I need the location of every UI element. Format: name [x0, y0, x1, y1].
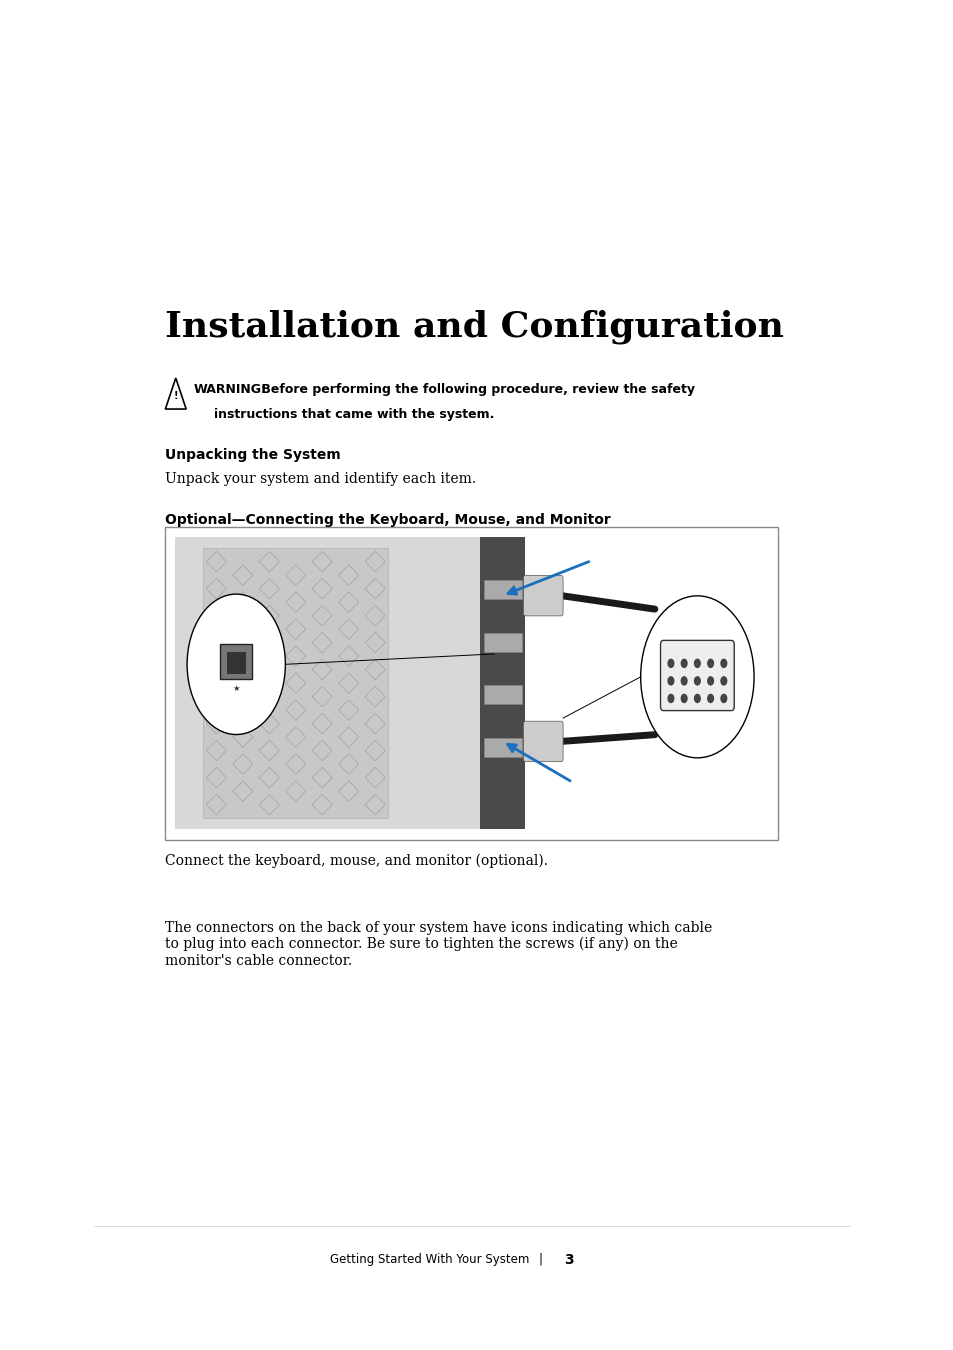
Circle shape [720, 694, 726, 702]
Circle shape [667, 694, 673, 702]
FancyBboxPatch shape [483, 738, 521, 757]
Circle shape [680, 694, 686, 702]
Text: |: | [537, 1253, 542, 1266]
FancyBboxPatch shape [203, 548, 388, 818]
Text: instructions that came with the system.: instructions that came with the system. [213, 408, 494, 421]
FancyBboxPatch shape [165, 526, 777, 840]
Text: Getting Started With Your System: Getting Started With Your System [330, 1253, 529, 1266]
Circle shape [694, 659, 700, 667]
Circle shape [720, 659, 726, 667]
Circle shape [680, 659, 686, 667]
Text: The connectors on the back of your system have icons indicating which cable
to p: The connectors on the back of your syste… [165, 921, 712, 968]
FancyBboxPatch shape [174, 537, 517, 829]
Circle shape [680, 676, 686, 684]
Text: Installation and Configuration: Installation and Configuration [165, 309, 783, 344]
FancyBboxPatch shape [479, 537, 525, 829]
Text: !: ! [173, 392, 178, 401]
Circle shape [707, 694, 713, 702]
FancyBboxPatch shape [523, 575, 562, 616]
Circle shape [640, 595, 753, 757]
Circle shape [694, 676, 700, 684]
Text: WARNING:: WARNING: [193, 383, 267, 397]
FancyBboxPatch shape [483, 580, 521, 599]
Text: Unpack your system and identify each item.: Unpack your system and identify each ite… [165, 472, 476, 486]
FancyBboxPatch shape [483, 686, 521, 705]
FancyBboxPatch shape [227, 652, 246, 674]
Text: Optional—Connecting the Keyboard, Mouse, and Monitor: Optional—Connecting the Keyboard, Mouse,… [165, 513, 611, 526]
Circle shape [707, 659, 713, 667]
FancyBboxPatch shape [659, 640, 734, 710]
Circle shape [667, 676, 673, 684]
FancyBboxPatch shape [523, 721, 562, 761]
Circle shape [187, 594, 285, 734]
Text: Before performing the following procedure, review the safety: Before performing the following procedur… [256, 383, 695, 397]
FancyBboxPatch shape [220, 644, 252, 679]
Circle shape [720, 676, 726, 684]
FancyBboxPatch shape [483, 633, 521, 652]
Text: 3: 3 [563, 1253, 573, 1266]
Text: ★: ★ [233, 684, 240, 694]
Circle shape [667, 659, 673, 667]
Text: Connect the keyboard, mouse, and monitor (optional).: Connect the keyboard, mouse, and monitor… [165, 853, 548, 868]
Circle shape [694, 694, 700, 702]
Circle shape [707, 676, 713, 684]
Text: Unpacking the System: Unpacking the System [165, 448, 341, 462]
